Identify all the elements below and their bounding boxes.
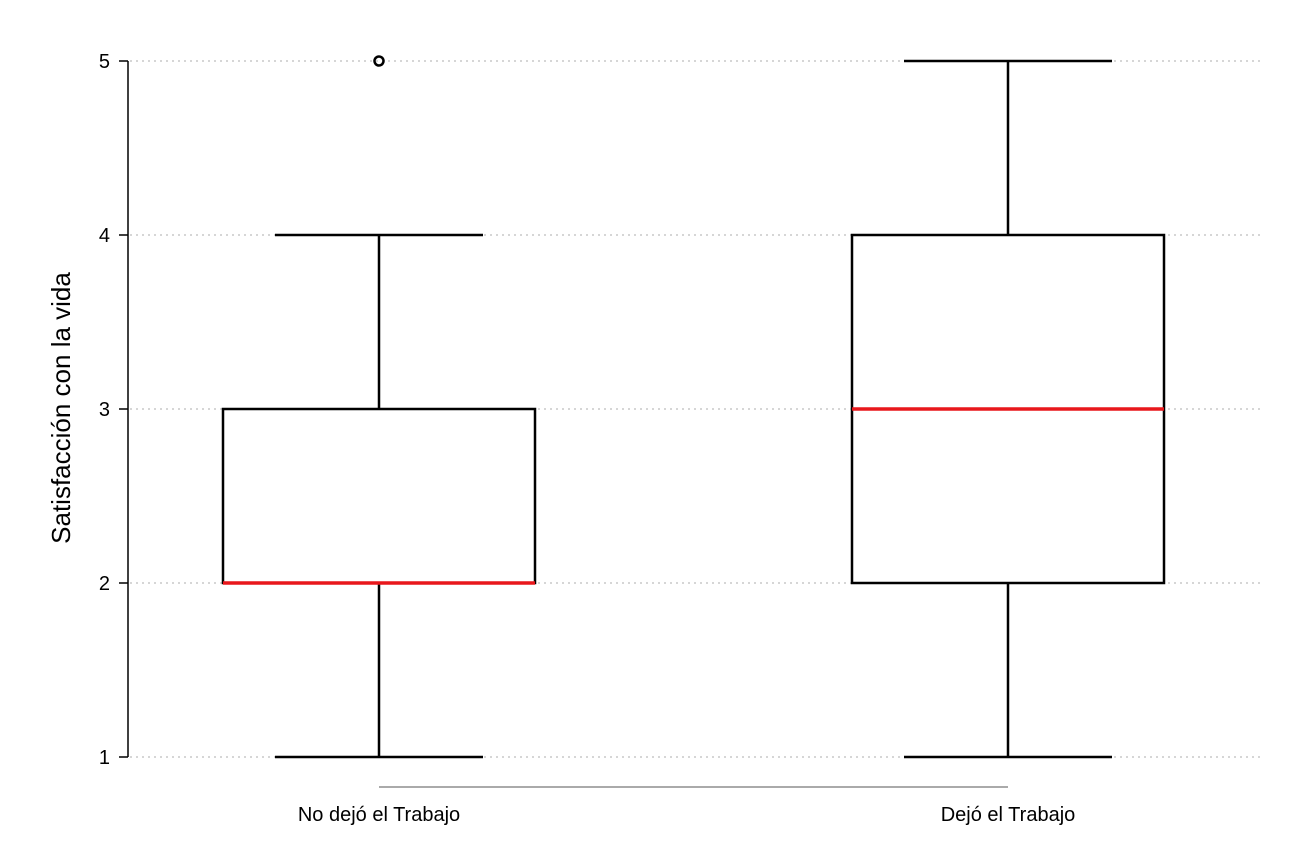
box-group xyxy=(221,55,537,759)
boxes xyxy=(221,55,1166,759)
x-category-label: No dejó el Trabajo xyxy=(298,804,460,826)
y-tick-label: 1 xyxy=(99,747,110,769)
y-axis-title: Satisfacción con la vida xyxy=(46,272,76,544)
y-tick-label: 4 xyxy=(99,225,110,247)
outlier-point xyxy=(373,55,385,67)
axes: 1 2 3 4 5 No dejó el Trabajo Dejó el Trabajo xyxy=(99,51,1075,826)
y-tick-label: 3 xyxy=(99,399,110,421)
y-tick-label: 5 xyxy=(99,51,110,73)
box-group xyxy=(850,59,1166,759)
x-category-label: Dejó el Trabajo xyxy=(941,804,1076,826)
y-tick-label: 2 xyxy=(99,573,110,595)
iqr-box xyxy=(221,407,537,585)
